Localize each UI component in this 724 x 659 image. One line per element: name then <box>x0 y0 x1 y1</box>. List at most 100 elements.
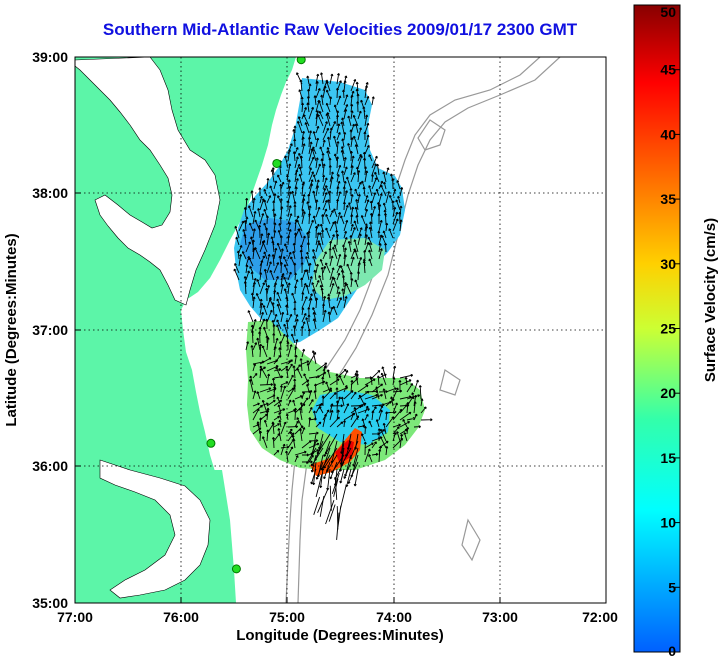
velocity-vector <box>296 120 303 134</box>
velocity-vector <box>272 333 276 344</box>
velocity-vector <box>297 228 303 239</box>
colorbar-tick-label: 0 <box>668 643 676 659</box>
velocity-vector <box>350 110 354 120</box>
velocity-vector <box>312 255 317 267</box>
velocity-vector <box>263 419 268 428</box>
velocity-vector <box>280 206 284 218</box>
velocity-vector <box>308 417 312 428</box>
velocity-vector <box>258 430 263 442</box>
velocity-vector <box>313 95 317 106</box>
velocity-vector <box>292 151 296 162</box>
velocity-vector <box>245 264 249 274</box>
velocity-vector <box>399 428 408 435</box>
velocity-vector <box>350 78 357 92</box>
velocity-vector <box>406 426 410 435</box>
velocity-vector <box>300 277 304 288</box>
velocity-vector <box>382 171 387 183</box>
velocity-vector <box>287 251 292 260</box>
velocity-vector <box>308 454 314 463</box>
velocity-vector <box>354 372 359 386</box>
velocity-vector <box>259 318 266 330</box>
velocity-vector <box>280 311 285 323</box>
velocity-vector <box>349 272 353 281</box>
velocity-vector <box>343 108 348 120</box>
colorbar-tick-label: 50 <box>660 4 676 20</box>
velocity-vector <box>273 423 280 428</box>
velocity-vector <box>293 138 297 148</box>
velocity-vector <box>364 134 370 148</box>
velocity-vector <box>311 282 317 295</box>
velocity-vector <box>286 341 290 351</box>
velocity-vector <box>332 305 338 316</box>
velocity-vector <box>356 101 360 113</box>
velocity-vector <box>301 235 306 246</box>
velocity-vector <box>322 265 327 274</box>
radar-station-marker <box>231 564 241 574</box>
velocity-vector <box>294 450 307 456</box>
velocity-vector <box>399 373 414 379</box>
velocity-vector <box>303 114 310 127</box>
velocity-vector <box>413 425 421 429</box>
velocity-vector <box>357 408 370 414</box>
velocity-vector <box>299 79 303 92</box>
velocity-vector <box>315 199 319 211</box>
velocity-vector <box>248 222 254 232</box>
velocity-vector <box>252 390 257 400</box>
velocity-vector <box>280 443 286 456</box>
velocity-vector <box>315 179 320 190</box>
velocity-vector <box>333 104 338 113</box>
velocity-vector <box>357 155 363 169</box>
velocity-vector <box>243 207 247 218</box>
velocity-vector <box>285 413 289 421</box>
y-tick-label: 36:00 <box>32 458 68 474</box>
velocity-vector <box>390 396 394 407</box>
velocity-vector <box>266 253 271 267</box>
velocity-vector <box>333 208 338 218</box>
velocity-vector <box>261 399 268 414</box>
velocity-vector <box>343 157 347 169</box>
velocity-vector <box>306 251 310 260</box>
x-tick-label: 72:00 <box>582 609 618 625</box>
velocity-vector <box>383 181 387 190</box>
velocity-vector <box>271 302 275 316</box>
velocity-vector <box>336 123 341 134</box>
velocity-vector <box>301 292 305 302</box>
velocity-vector <box>307 193 311 204</box>
velocity-vector <box>327 296 331 309</box>
velocity-vector <box>371 370 381 379</box>
velocity-vector <box>259 195 263 204</box>
velocity-vector <box>308 167 313 176</box>
velocity-vector <box>343 166 348 176</box>
velocity-vector <box>369 377 373 386</box>
velocity-vector <box>305 269 310 281</box>
velocity-vector <box>325 113 331 127</box>
x-tick-label: 77:00 <box>57 609 93 625</box>
velocity-vector <box>335 373 339 386</box>
velocity-vector <box>277 404 282 414</box>
velocity-vector <box>315 137 320 148</box>
velocity-vector <box>420 406 427 414</box>
velocity-vector <box>287 222 292 232</box>
velocity-vector <box>375 386 380 400</box>
velocity-vector <box>322 177 328 190</box>
velocity-vector <box>404 376 408 386</box>
velocity-vector <box>354 188 359 197</box>
velocity-vector <box>346 176 352 190</box>
velocity-vector <box>243 281 247 295</box>
velocity-vector <box>263 251 268 260</box>
velocity-vector <box>343 190 348 204</box>
velocity-vector <box>321 376 325 386</box>
velocity-vectors <box>233 72 433 540</box>
velocity-vector <box>341 117 345 127</box>
velocity-vector <box>306 96 310 106</box>
velocity-vector <box>369 221 373 232</box>
velocity-vector <box>322 309 327 323</box>
velocity-vector <box>236 250 240 260</box>
velocity-vector <box>259 311 264 323</box>
velocity-vector <box>301 391 306 400</box>
velocity-vector <box>301 312 307 323</box>
velocity-vector <box>254 247 261 260</box>
velocity-vector <box>301 282 307 295</box>
velocity-vector <box>266 232 271 246</box>
velocity-vector <box>297 116 303 127</box>
